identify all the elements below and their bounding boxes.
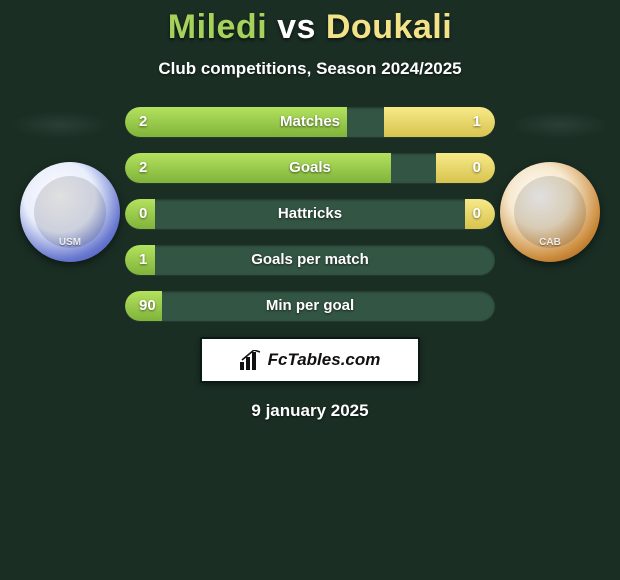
vs-separator: vs — [277, 8, 316, 46]
player2-name: Doukali — [326, 8, 452, 46]
brand-text: FcTables.com — [268, 350, 381, 370]
player1-name: Miledi — [168, 8, 267, 46]
crest-right-label: CAB — [500, 237, 600, 248]
page-title: Miledi vs Doukali — [0, 8, 620, 47]
stat-row: 00Hattricks — [125, 199, 495, 229]
stat-row: 1Goals per match — [125, 245, 495, 275]
stat-label: Hattricks — [125, 199, 495, 229]
stat-bars: 21Matches 20Goals 00Hattricks 1Goals per ma… — [125, 107, 495, 321]
date: 9 january 2025 — [0, 401, 620, 421]
shadow-left — [10, 111, 110, 139]
team-crest-right: CAB — [500, 162, 600, 262]
shadow-right — [510, 111, 610, 139]
stat-row: 20Goals — [125, 153, 495, 183]
stat-label: Matches — [125, 107, 495, 137]
stat-row: 90Min per goal — [125, 291, 495, 321]
crest-left-label: USM — [20, 237, 120, 248]
stat-label: Goals — [125, 153, 495, 183]
team-crest-left: USM — [20, 162, 120, 262]
brand-box[interactable]: FcTables.com — [200, 337, 420, 383]
stat-row: 21Matches — [125, 107, 495, 137]
comparison-panel: USM CAB 21Matches 20Goals 00Hattricks 1Goal… — [0, 107, 620, 421]
root: Miledi vs Doukali Club competitions, Sea… — [0, 0, 620, 421]
chart-icon — [240, 350, 262, 370]
subtitle: Club competitions, Season 2024/2025 — [0, 59, 620, 79]
stat-label: Goals per match — [125, 245, 495, 275]
stat-label: Min per goal — [125, 291, 495, 321]
